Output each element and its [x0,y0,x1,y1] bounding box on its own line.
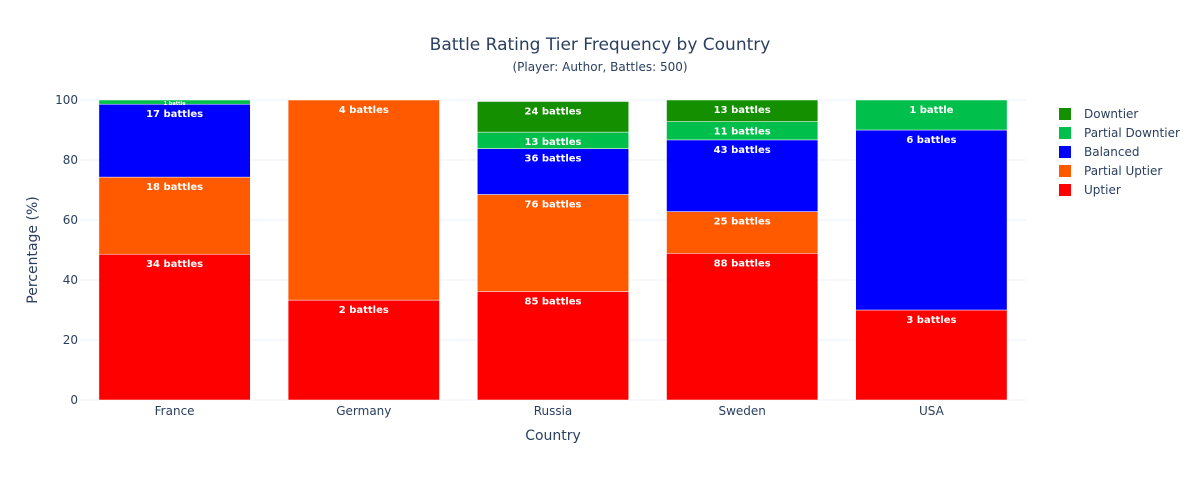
x-tick-label: USA [919,404,945,418]
bar-segment[interactable] [287,99,440,301]
legend[interactable]: Downtier Partial Downtier Balanced Partial … [1059,107,1180,197]
bar-label: 13 battles [714,105,771,116]
legend-label: Balanced [1084,145,1139,159]
legend-swatch [1059,108,1071,120]
y-tick-label: 20 [63,333,78,347]
y-tick-label: 80 [63,153,78,167]
bar-label: 17 battles [146,109,203,120]
x-tick-label: France [155,404,195,418]
bar-label: 34 battles [146,259,203,270]
bar-label: 43 battles [714,145,771,156]
y-axis-title: Percentage (%) [25,196,41,303]
x-ticks: France Germany Russia Sweden USA [155,404,945,418]
bar-segment[interactable] [98,253,251,401]
legend-label: Partial Uptier [1084,164,1162,178]
bar-segment[interactable] [855,99,1008,131]
bar-segment[interactable] [477,101,629,133]
bar-segment[interactable] [477,291,629,401]
bar-label: 11 battles [714,127,771,138]
bar-label: 6 battles [906,135,956,146]
bar-segment[interactable] [477,194,629,292]
bar-segment[interactable] [98,103,251,178]
bar-label: 76 battles [524,200,581,211]
bar-label: 3 battles [906,315,956,326]
legend-item[interactable]: Balanced [1059,145,1139,159]
bar-label: 1 battle [164,101,187,107]
bar-segment[interactable] [666,253,819,401]
bar-segment[interactable] [98,176,251,255]
y-tick-label: 60 [63,213,78,227]
bar-segment[interactable] [666,139,819,212]
bar-label: 85 battles [524,296,581,307]
y-tick-label: 0 [70,393,78,407]
legend-swatch [1059,146,1071,158]
legend-label: Uptier [1084,183,1121,197]
legend-label: Partial Downtier [1084,126,1180,140]
chart-subtitle: (Player: Author, Battles: 500) [512,60,687,74]
bar-segment[interactable] [98,99,251,105]
bar-label: 1 battle [909,105,953,116]
x-tick-label: Germany [336,404,391,418]
bar-label: 36 battles [524,154,581,165]
legend-item[interactable]: Partial Downtier [1059,126,1180,140]
bar-label: 25 battles [714,217,771,228]
y-tick-label: 100 [55,93,78,107]
x-tick-label: Russia [534,404,573,418]
y-ticks: 0 20 40 60 80 100 [55,93,78,407]
legend-swatch [1059,184,1071,196]
bar-label: 13 battles [524,137,581,148]
legend-item[interactable]: Partial Uptier [1059,164,1162,178]
legend-swatch [1059,127,1071,139]
bar-segment[interactable] [666,99,819,122]
bar-segment[interactable] [855,129,1008,311]
legend-swatch [1059,165,1071,177]
chart-title: Battle Rating Tier Frequency by Country [430,35,771,55]
bars [98,99,1008,401]
bar-label: 4 battles [339,105,389,116]
legend-item[interactable]: Uptier [1059,183,1121,197]
bar-label: 24 battles [524,107,581,118]
legend-item[interactable]: Downtier [1059,107,1138,121]
x-axis-title: Country [525,428,581,444]
bar-labels: 34 battles 18 battles 17 battles 1 battle 2 … [146,101,956,326]
bar-segment[interactable] [666,211,819,254]
bar-label: 18 battles [146,182,203,193]
bar-segment[interactable] [855,309,1008,401]
legend-label: Downtier [1084,107,1138,121]
bar-label: 2 battles [339,305,389,316]
x-tick-label: Sweden [718,404,765,418]
bar-segment[interactable] [477,148,629,195]
bar-label: 88 battles [714,258,771,269]
y-tick-label: 40 [63,273,78,287]
